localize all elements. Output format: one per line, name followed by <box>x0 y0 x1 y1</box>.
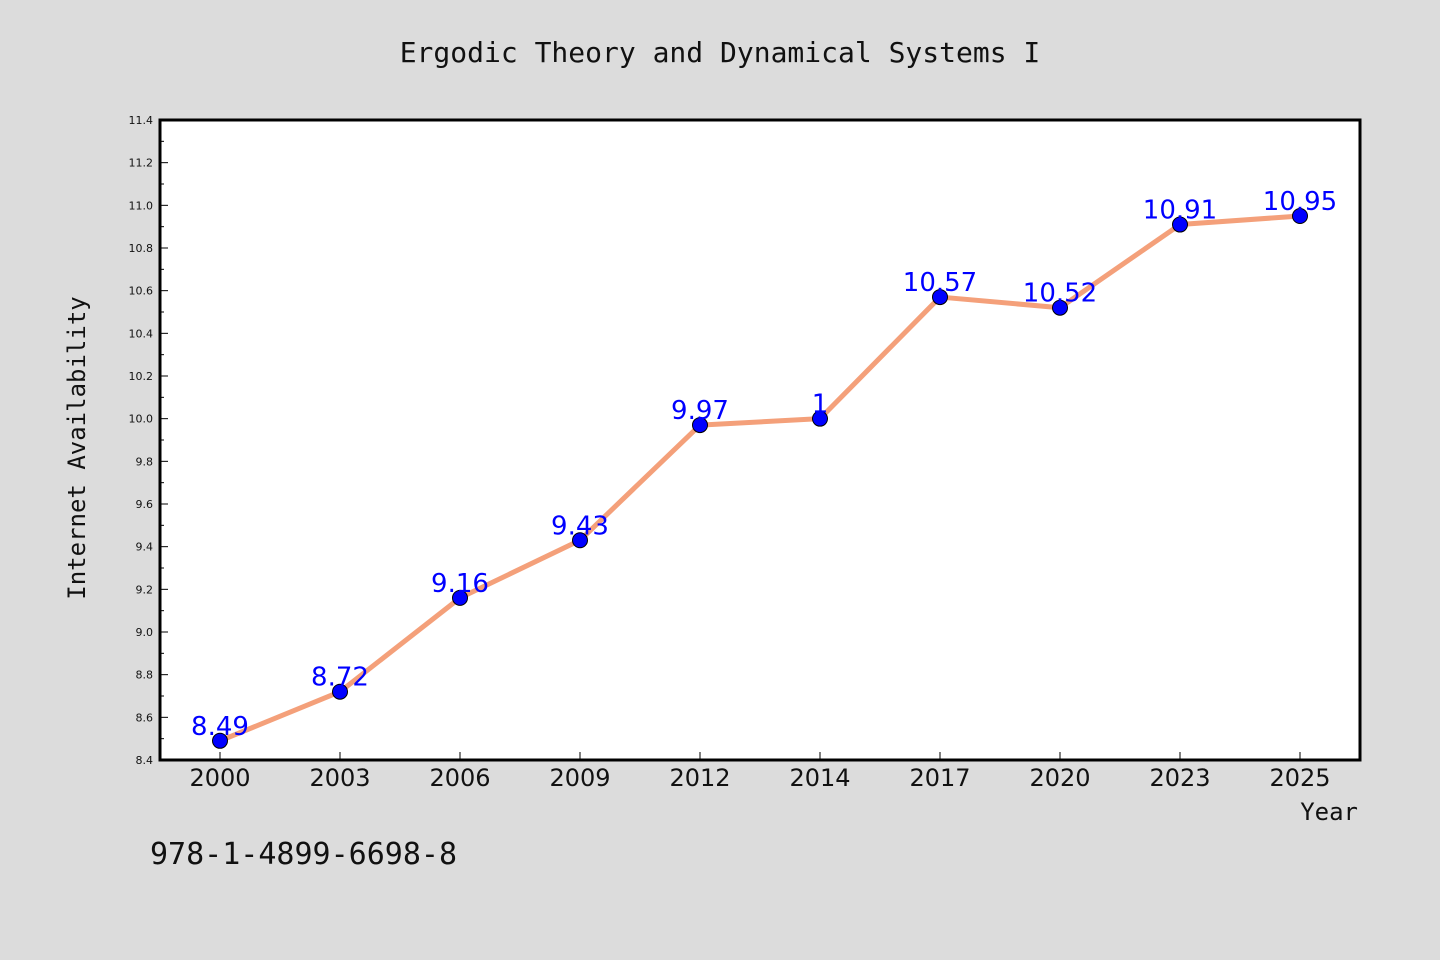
chart-title: Ergodic Theory and Dynamical Systems I <box>400 36 1041 69</box>
data-label: 9.16 <box>431 569 489 599</box>
y-tick-label: 8.6 <box>136 711 154 724</box>
x-tick-label: 2025 <box>1269 764 1330 792</box>
y-tick-label: 10.8 <box>129 242 154 255</box>
plot-area <box>158 118 1362 762</box>
data-point <box>452 589 468 606</box>
y-tick-label: 10.0 <box>129 413 154 426</box>
data-point <box>332 683 348 700</box>
data-point <box>1052 299 1068 316</box>
y-tick-label: 9.8 <box>136 455 154 468</box>
y-tick-label: 10.4 <box>129 327 154 340</box>
data-label: 1 <box>812 390 829 420</box>
x-tick-label: 2017 <box>909 764 970 792</box>
series-group: 8.49 8.72 9.16 9.43 9.97 1 10.57 10.52 10.91 10.9… <box>191 187 1337 749</box>
data-point <box>1292 208 1308 224</box>
y-tick-label: 9.2 <box>136 583 154 596</box>
y-tick-label: 10.2 <box>129 370 154 383</box>
y-tick-label: 11.2 <box>129 157 154 170</box>
data-label: 9.97 <box>671 396 729 426</box>
x-tick-label: 2000 <box>189 764 250 792</box>
data-point <box>1172 216 1188 233</box>
data-label: 10.57 <box>903 268 977 298</box>
data-label: 9.43 <box>551 511 609 541</box>
data-label: 8.72 <box>311 663 369 693</box>
x-tick-label: 2009 <box>549 764 610 792</box>
x-tick-label: 2003 <box>309 764 370 792</box>
y-tick-label: 9.0 <box>136 626 154 639</box>
x-axis-label: Year <box>1300 798 1358 826</box>
x-tick-label: 2020 <box>1029 764 1090 792</box>
data-point <box>932 289 948 306</box>
y-tick-label: 9.6 <box>136 498 154 511</box>
y-tick-label: 8.4 <box>136 754 154 767</box>
x-tick-label: 2012 <box>669 764 730 792</box>
data-point <box>812 410 828 427</box>
x-tick-label: 2023 <box>1149 764 1210 792</box>
y-tick-label: 10.6 <box>129 285 154 298</box>
y-tick-label: 8.8 <box>136 669 154 682</box>
x-tick-label: 2006 <box>429 764 490 792</box>
data-label: 10.91 <box>1143 196 1217 226</box>
y-axis-label: Internet Availability <box>63 296 91 599</box>
y-axis: 8.4 8.6 8.8 9.0 9.2 9.4 9.6 9.8 10.0 10.2 10.4 10.6… <box>129 114 168 767</box>
data-label: 8.49 <box>191 712 249 742</box>
data-point <box>692 417 708 434</box>
series-line <box>217 213 1303 744</box>
isbn-text: 978-1-4899-6698-8 <box>150 837 457 872</box>
x-axis: 2000 2003 2006 2009 2012 2014 2017 2020 2023 2025 <box>189 752 1331 792</box>
data-label: 10.52 <box>1023 279 1097 309</box>
data-label: 10.95 <box>1263 187 1337 217</box>
x-tick-label: 2014 <box>789 764 850 792</box>
y-tick-label: 11.4 <box>129 114 154 127</box>
y-tick-label: 9.4 <box>136 541 154 554</box>
y-tick-label: 11.0 <box>129 199 154 212</box>
data-point <box>212 732 228 749</box>
data-point <box>572 532 588 549</box>
